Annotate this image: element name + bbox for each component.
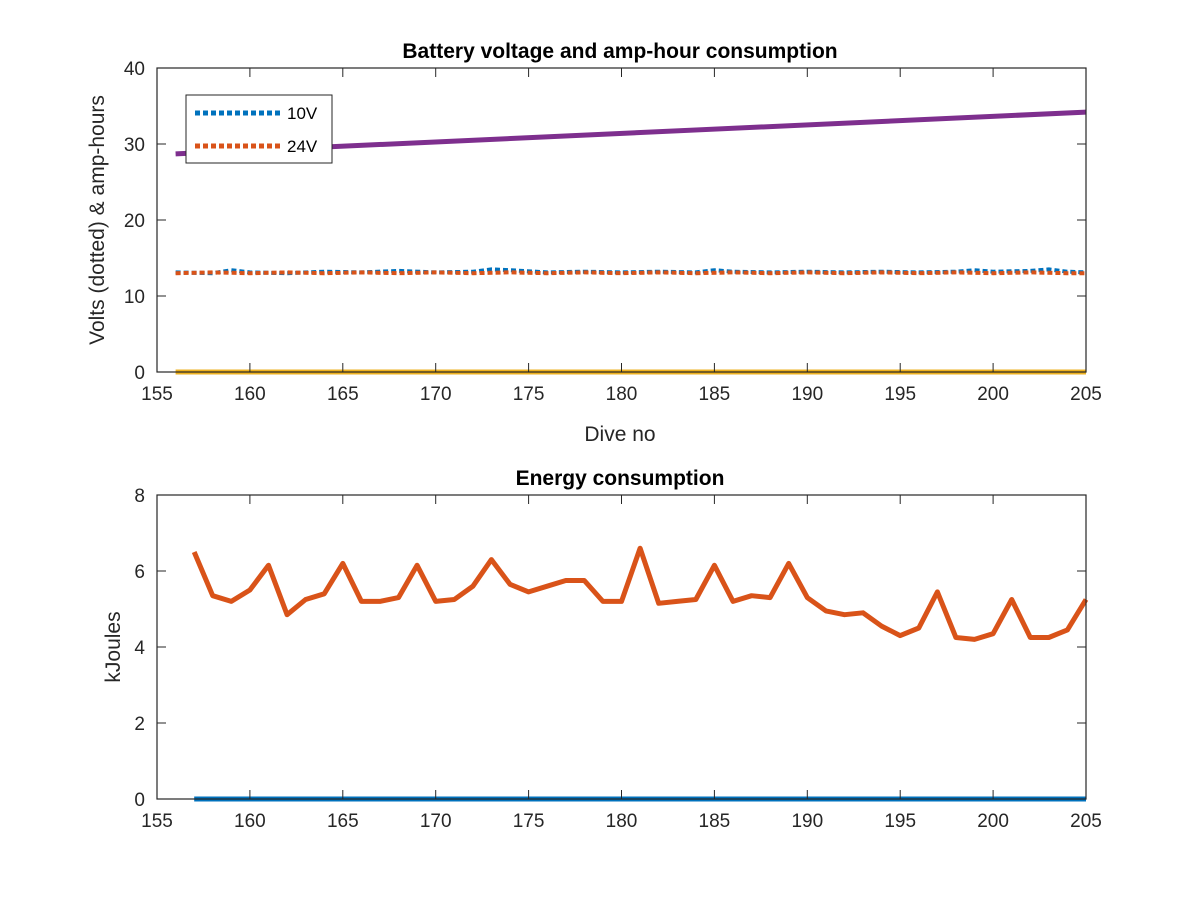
x-tick-label: 165	[327, 811, 359, 832]
y-tick-label: 20	[124, 211, 145, 232]
x-tick-label: 205	[1070, 811, 1102, 832]
y-tick-label: 8	[134, 486, 145, 507]
energy-chart: Energy consumption 155 160 165 170 175 180 185…	[102, 467, 1102, 832]
x-tick-label: 155	[141, 384, 173, 405]
x-tick-label: 205	[1070, 384, 1102, 405]
plot-frame	[156, 67, 1087, 373]
y-tick-label: 6	[134, 562, 145, 583]
legend-entry-10v: 10V	[287, 104, 318, 123]
x-tick-label: 155	[141, 811, 173, 832]
plot-area	[157, 495, 1086, 799]
x-tick-label: 185	[699, 384, 731, 405]
x-tick-label: 200	[977, 384, 1009, 405]
chart-title: Battery voltage and amp-hour consumption	[402, 40, 837, 63]
series-line-24v	[175, 270, 1086, 276]
y-tick-label: 4	[134, 638, 145, 659]
legend-box	[185, 94, 333, 164]
legend: 10V 24V	[185, 94, 333, 164]
y-tick-label: 10	[124, 287, 145, 308]
x-tick-label: 180	[606, 811, 638, 832]
battery-chart: Battery voltage and amp-hour consumption…	[86, 40, 1102, 446]
legend-entry-24v: 24V	[287, 137, 318, 156]
plot-frame	[156, 494, 1087, 800]
x-tick-label: 190	[791, 811, 823, 832]
x-tick-label: 170	[420, 811, 452, 832]
x-tick-label: 165	[327, 384, 359, 405]
y-tick-label: 2	[134, 714, 145, 735]
series-line-series-1	[191, 545, 1089, 642]
x-tick-label: 190	[791, 384, 823, 405]
x-axis-label: Dive no	[584, 423, 655, 446]
x-tick-label: 195	[884, 384, 916, 405]
y-axis-label: Volts (dotted) & amp-hours	[86, 95, 109, 345]
x-tick-label: 160	[234, 811, 266, 832]
x-tick-label: 170	[420, 384, 452, 405]
chart-title: Energy consumption	[516, 467, 725, 490]
x-tick-label: 175	[513, 384, 545, 405]
x-tick-label: 200	[977, 811, 1009, 832]
x-tick-label: 160	[234, 384, 266, 405]
x-tick-label: 195	[884, 811, 916, 832]
x-tick-label: 180	[606, 384, 638, 405]
y-axis-label: kJoules	[102, 611, 125, 682]
y-tick-label: 30	[124, 135, 145, 156]
y-tick-label: 0	[134, 790, 145, 811]
y-tick-label: 40	[124, 59, 145, 80]
y-tick-label: 0	[134, 363, 145, 384]
x-tick-label: 185	[699, 811, 731, 832]
x-tick-label: 175	[513, 811, 545, 832]
